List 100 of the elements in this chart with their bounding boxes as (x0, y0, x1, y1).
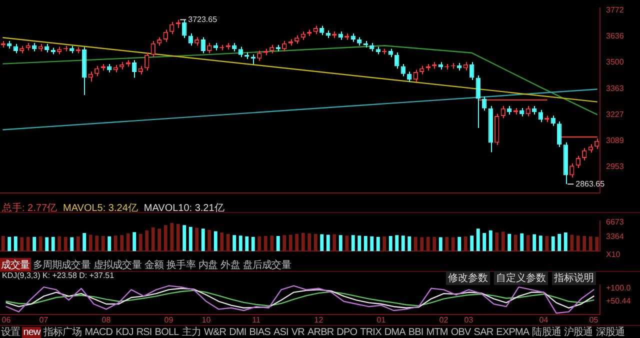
candlestick (400, 63, 406, 77)
bar (276, 236, 280, 252)
bar (370, 236, 374, 252)
text: EXPMA (495, 326, 530, 338)
x-tick-label: 11 (252, 315, 261, 324)
candlestick (557, 120, 562, 148)
x-tick-label: 09 (164, 315, 174, 324)
candlestick (150, 40, 156, 58)
x-tick-label: 02 (439, 315, 449, 324)
text: 换手率 (166, 258, 196, 272)
text: 虚拟成交量 (92, 258, 142, 272)
bar (532, 234, 536, 252)
bar (338, 235, 342, 252)
bar (214, 231, 218, 252)
text: 设置 (0, 326, 22, 338)
candlestick (200, 36, 206, 54)
x-tick-label: 01 (376, 315, 386, 324)
text: DMA (383, 326, 406, 338)
bar (401, 236, 405, 252)
bar (488, 230, 492, 252)
bar (70, 237, 74, 252)
annotation: 3723.65 (188, 14, 218, 24)
x-tick-label: 08 (102, 315, 112, 324)
bar (470, 236, 474, 252)
bar (364, 236, 368, 252)
bar (376, 236, 380, 252)
text: 内盘 (197, 258, 219, 272)
candlestick (170, 21, 174, 35)
candlestick (188, 32, 193, 46)
candlestick (476, 74, 480, 129)
x-tick-label: 12 (314, 315, 324, 324)
bar (201, 228, 205, 252)
text: 成交量 (0, 258, 31, 272)
bar (358, 236, 362, 252)
bar (508, 234, 512, 252)
candlestick (132, 60, 137, 78)
x-tick-label: 06 (2, 315, 12, 324)
bar (45, 237, 49, 252)
bar (558, 234, 562, 252)
bar (458, 236, 462, 252)
text: BIAS (248, 326, 272, 338)
y-tick-label: 3772 (606, 6, 624, 15)
bar (82, 232, 86, 252)
x-tick-label: 07 (39, 315, 49, 324)
x-tick-label: 03 (464, 315, 474, 324)
text: 主力 (180, 326, 202, 338)
bar (245, 236, 249, 252)
bar (388, 236, 392, 252)
candlestick (88, 71, 93, 82)
text: 修改参数 (446, 271, 490, 285)
bar (51, 236, 55, 252)
candlestick (320, 25, 324, 36)
bar (438, 237, 442, 252)
bar (108, 236, 112, 252)
bar (132, 232, 136, 252)
bar (351, 235, 355, 252)
text: 指标广场 (42, 326, 83, 338)
text: SAR (472, 326, 494, 338)
text: 沪股通 (563, 326, 594, 338)
candlestick (570, 162, 574, 178)
y-tick-label: 3364 (606, 232, 624, 241)
candlestick (238, 46, 243, 58)
bar (8, 236, 12, 252)
bar (251, 236, 255, 252)
text: KDJ(9,3,3) K: +23.58 D: +37.51 (2, 271, 114, 280)
bar (320, 234, 324, 252)
text: TRIX (359, 326, 382, 338)
text: MAVOL5: 3.24亿 (63, 202, 138, 215)
bar (476, 228, 480, 252)
text: MACD (84, 326, 114, 338)
y-tick-label: 3500 (606, 58, 624, 67)
bar (182, 225, 186, 252)
text: 自定义参数 (494, 271, 548, 285)
candlestick (94, 65, 100, 77)
candlestick (13, 43, 18, 54)
y-tick-label: +100.0 (606, 284, 632, 293)
text: ARBR (306, 326, 335, 338)
text: KDJ (114, 326, 134, 338)
candlestick (538, 109, 543, 123)
bar (520, 233, 524, 252)
text: X10 (606, 250, 620, 259)
bar (564, 232, 568, 252)
bar (326, 234, 330, 252)
text: RSI (135, 326, 153, 338)
bar (538, 236, 542, 252)
bar (188, 226, 192, 252)
text: 金额 (143, 258, 165, 272)
text: 指标说明 (552, 271, 596, 285)
text: new (22, 326, 42, 338)
x-tick-label: 05 (589, 315, 599, 324)
text: 外盘 (220, 259, 241, 272)
text: ASI (272, 326, 290, 338)
bar (232, 235, 236, 252)
text: DMI (228, 326, 248, 338)
bar (482, 232, 486, 252)
text: MAVOL10: 3.21亿 (144, 202, 224, 215)
annotation: 2863.65 (576, 179, 606, 188)
y-tick-label: 3363 (606, 84, 624, 93)
bar (408, 236, 412, 252)
y-tick-label: 3227 (606, 110, 624, 119)
